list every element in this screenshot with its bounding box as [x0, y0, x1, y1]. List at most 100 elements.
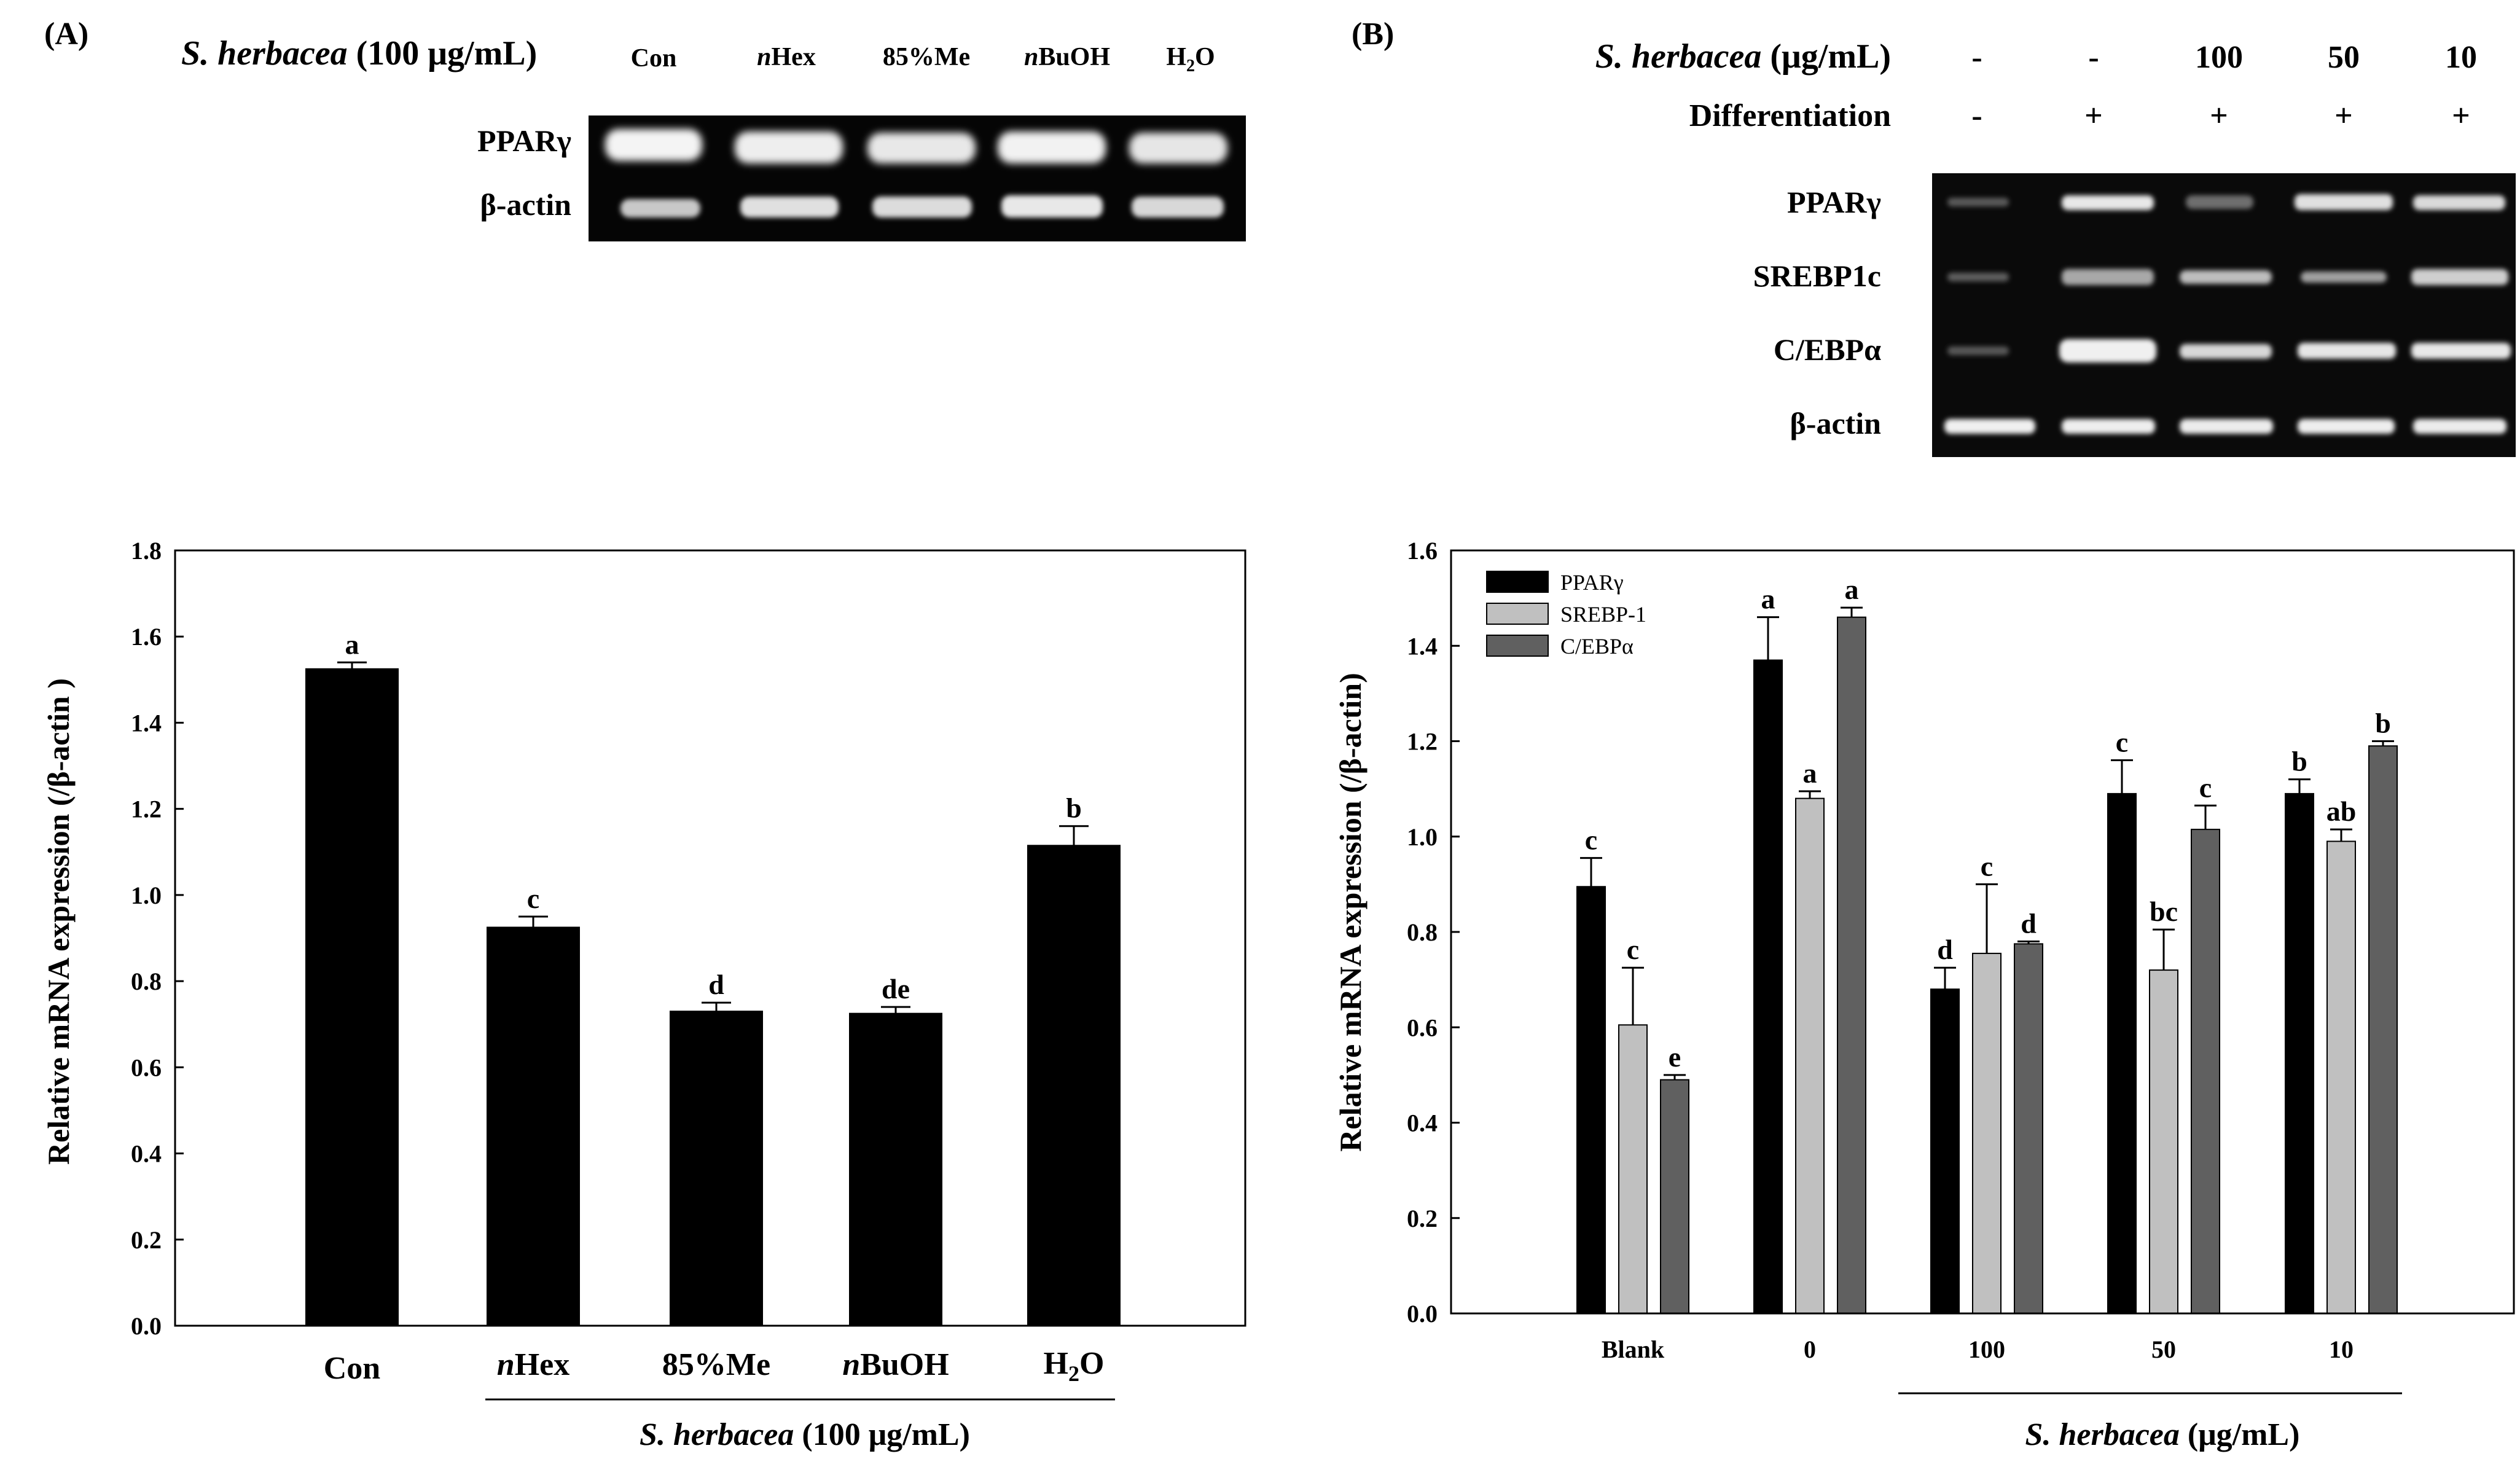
ytick-label: 0.6	[131, 1054, 162, 1081]
gel-a-lane-label: nBuOH	[1024, 43, 1110, 71]
gel-b-pparg-bands	[1947, 194, 2505, 210]
gel-band	[1944, 419, 2035, 434]
legend-swatch	[1486, 635, 1549, 657]
ytick-label: 0.2	[131, 1226, 162, 1254]
legend-swatch	[1486, 571, 1549, 593]
gel-band	[620, 199, 700, 217]
chart-b-category-label: 50	[2151, 1336, 2176, 1363]
gel-b-diff-value: +	[2084, 98, 2103, 133]
gel-a-row-label: β-actin	[480, 187, 571, 222]
gel-band	[1129, 133, 1227, 163]
gel-band	[1947, 198, 2009, 206]
chart-a-category-label: 85%Me	[662, 1347, 770, 1382]
ytick-label: 0.8	[1407, 918, 1438, 946]
gel-band	[1001, 195, 1103, 217]
gel-b-row-label: β-actin	[1790, 406, 1881, 440]
bar	[1660, 1079, 1689, 1314]
gel-a-row-label: PPARγ	[477, 123, 571, 158]
ytick-label: 0.6	[1407, 1014, 1438, 1041]
gel-band	[2298, 419, 2395, 434]
legend-label: PPARγ	[1560, 570, 1624, 595]
chart-b-category-labels: Blank 0 100 50 10	[1602, 1336, 2354, 1363]
significance-label: c	[1585, 824, 1597, 856]
chart-b-plot-frame	[1450, 549, 2515, 1315]
gel-b-diff-label: Differentiation	[1689, 98, 1891, 133]
bar	[2191, 829, 2220, 1314]
chart-a-ytick-labels: 0.0 0.2 0.4 0.6 0.8 1.0 1.2 1.4 1.6 1.8	[131, 537, 184, 1340]
bar	[1618, 1024, 1648, 1315]
bar	[849, 1012, 942, 1326]
chart-a-bars: a c d de b	[305, 628, 1121, 1326]
significance-label: d	[2021, 908, 2037, 939]
chart-b-category-label: 10	[2329, 1336, 2354, 1363]
bar	[2107, 792, 2137, 1314]
significance-label: a	[1803, 757, 1817, 789]
gel-a-lane-label: Con	[631, 44, 677, 72]
legend-label: C/EBPα	[1560, 634, 1634, 659]
gel-band	[2411, 269, 2508, 285]
bar	[2285, 792, 2314, 1314]
gel-b-conc-rest: (μg/mL)	[1761, 37, 1891, 76]
gel-band	[2413, 195, 2505, 210]
chart-a-category-label: H2O	[1044, 1346, 1105, 1386]
chart-a-ylabel: Relative mRNA expression (/β-actin )	[41, 678, 76, 1165]
bar	[2014, 943, 2043, 1314]
gel-a-row-labels: PPARγ β-actin	[477, 123, 571, 222]
significance-label: b	[2375, 708, 2391, 739]
significance-label: c	[1627, 934, 1639, 965]
gel-b-conc-value: 50	[2328, 40, 2360, 75]
gel-b-srebp-bands	[1947, 269, 2508, 285]
significance-label: c	[1981, 850, 1993, 882]
significance-label: b	[1066, 792, 1082, 824]
gel-band	[2180, 270, 2272, 284]
bar	[487, 926, 580, 1326]
bar	[1576, 886, 1606, 1314]
gel-b-diff-values: - + + + +	[1971, 98, 2470, 133]
gel-b-conc-label: S. herbacea (μg/mL)	[1595, 37, 1891, 76]
panel-a-label: (A)	[44, 17, 88, 52]
gel-a-lane-label: 85%Me	[883, 43, 970, 71]
gel-b-background	[1932, 173, 2516, 457]
significance-label: c	[2199, 772, 2212, 803]
significance-label: c	[527, 883, 539, 914]
ytick-label: 0.0	[131, 1312, 162, 1340]
gel-band	[2062, 419, 2155, 434]
ytick-label: 1.6	[1407, 537, 1438, 565]
gel-band	[1947, 273, 2009, 281]
gel-band	[740, 197, 839, 217]
gel-band	[2411, 343, 2511, 359]
chart-a-group-label: S. herbacea (100 μg/mL)	[640, 1417, 970, 1452]
ytick-label: 1.4	[131, 709, 162, 737]
ytick-label: 1.2	[131, 796, 162, 823]
gel-band	[867, 133, 976, 163]
chart-b: Relative mRNA expression (/β-actin) 0.00…	[1333, 537, 2515, 1452]
significance-label: c	[2116, 727, 2128, 758]
gel-b-conc-value: -	[2088, 40, 2099, 75]
significance-label: e	[1669, 1041, 1681, 1073]
gel-b-cebpa-bands	[1947, 339, 2511, 362]
significance-label: d	[708, 969, 724, 1000]
gel-b-conc-italic: S. herbacea	[1595, 37, 1762, 76]
ytick-label: 1.0	[1407, 823, 1438, 851]
gel-band	[872, 197, 972, 217]
chart-b-ytick-labels: 0.0 0.2 0.4 0.6 0.8 1.0 1.2 1.4 1.6	[1407, 537, 1460, 1328]
gel-b-row-label: SREBP1c	[1753, 259, 1881, 293]
bar	[670, 1011, 763, 1326]
gel-b-row-label: C/EBPα	[1774, 332, 1881, 367]
panel-b-label: (B)	[1352, 17, 1394, 52]
gel-b-diff-value: +	[2452, 98, 2470, 133]
gel-b-row-label: PPARγ	[1787, 185, 1881, 219]
gel-band	[2059, 339, 2156, 362]
ytick-label: 1.0	[131, 882, 162, 909]
chart-b-group-label: S. herbacea (μg/mL)	[2025, 1417, 2300, 1452]
bar	[1972, 952, 2002, 1314]
ytick-label: 1.2	[1407, 728, 1438, 756]
ytick-label: 0.8	[131, 968, 162, 995]
significance-label: a	[1761, 584, 1775, 615]
gel-band	[2301, 272, 2387, 283]
gel-band	[2413, 419, 2506, 434]
gel-a-header: S. herbacea (100 μg/mL)	[181, 34, 537, 72]
bar	[1753, 659, 1783, 1314]
gel-band	[998, 131, 1106, 163]
